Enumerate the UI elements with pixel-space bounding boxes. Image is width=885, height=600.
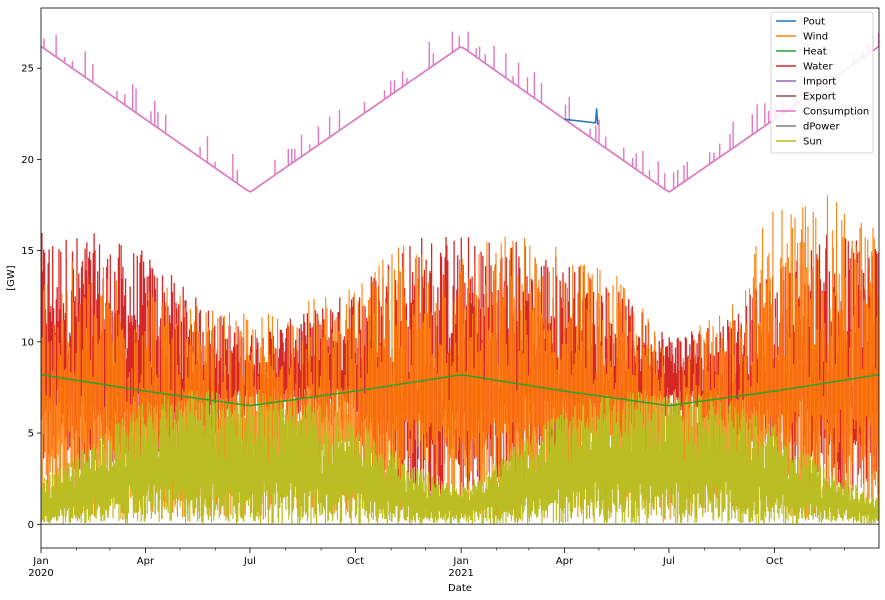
x-tick-label: Jul: [662, 556, 675, 567]
y-tick-label: 10: [21, 337, 34, 348]
legend-entry: Wind: [803, 32, 828, 43]
x-tick-label: Apr: [137, 556, 155, 567]
y-tick-label: 20: [21, 155, 34, 166]
legend-entry: Import: [803, 77, 836, 88]
x-tick-label: Oct: [766, 556, 783, 567]
legend-entry: Export: [803, 92, 836, 103]
series-line-consumption: [41, 45, 879, 193]
y-axis-label: [GW]: [6, 265, 17, 291]
x-tick-label: Jul: [243, 556, 256, 567]
legend-box: [770, 11, 874, 154]
series-layer: [41, 31, 879, 526]
y-tick-label: 5: [28, 429, 34, 440]
y-tick-label: 15: [21, 246, 34, 257]
legend: Pout Wind Heat Water Import Export Consumption…: [770, 11, 874, 154]
y-tick-label: 25: [21, 64, 34, 75]
series-line-import: [41, 45, 879, 193]
legend-entry: Pout: [803, 17, 825, 28]
y-tick-label: 0: [28, 520, 34, 531]
x-axis-label: Date: [448, 583, 472, 594]
x-tick-label: Jan: [452, 556, 468, 567]
x-tick-label: Oct: [347, 556, 364, 567]
legend-entry: Consumption: [803, 107, 869, 118]
series-line-pout: [564, 108, 599, 125]
legend-entry: Water: [803, 62, 833, 73]
plot-frame: [40, 7, 880, 549]
legend-entry: Sun: [803, 137, 822, 148]
series-line-consumption: [43, 31, 879, 190]
legend-entry: Heat: [803, 47, 827, 58]
x-tick-label: Jan: [32, 556, 48, 567]
legend-entry: dPower: [803, 122, 840, 133]
series-line-heat: [41, 373, 879, 407]
x-tick-year-label: 2021: [448, 568, 473, 579]
x-tick-year-label: 2020: [28, 568, 53, 579]
y-axis: 0 5 10 15 20 25: [21, 64, 41, 531]
x-tick-label: Apr: [556, 556, 574, 567]
series-line-sun: [41, 390, 879, 525]
